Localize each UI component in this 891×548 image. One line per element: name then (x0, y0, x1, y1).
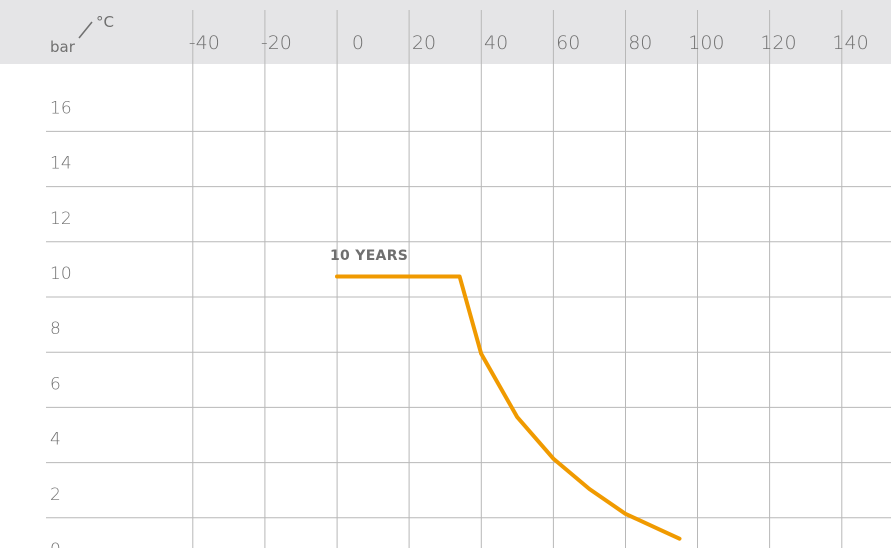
x-tick-label: 60 (556, 32, 580, 54)
y-tick-label: 14 (50, 154, 72, 174)
vertical-gridlines (192, 10, 843, 548)
x-tick-label: 20 (412, 32, 436, 54)
annotation-label: 10 YEARS (330, 248, 408, 264)
unit-divider (78, 21, 93, 39)
y-tick-label: 10 (50, 264, 72, 284)
x-tick-label: -20 (261, 32, 292, 54)
x-tick-label: 100 (688, 32, 724, 54)
x-tick-labels: -40 -20 0 20 40 60 80 100 120 140 (189, 32, 869, 54)
header-band (0, 0, 891, 64)
y-tick-label: 6 (50, 374, 61, 394)
horizontal-gridlines (46, 130, 891, 519)
y-tick-label: 16 (50, 98, 72, 118)
y-tick-label: 0 (50, 540, 61, 548)
y-tick-label: 2 (50, 485, 61, 505)
series-line (335, 274, 682, 541)
x-tick-label: 120 (760, 32, 796, 54)
y-tick-label: 12 (50, 209, 72, 229)
x-tick-label: 0 (352, 32, 364, 54)
y-tick-label: 4 (50, 430, 61, 450)
x-tick-label: 40 (484, 32, 508, 54)
y-tick-labels: 16 14 12 10 8 6 4 2 0 (50, 98, 72, 548)
x-tick-label: -40 (189, 32, 220, 54)
x-tick-label: 140 (832, 32, 868, 54)
y-axis-unit: bar (50, 38, 76, 56)
x-axis-unit: °C (96, 13, 114, 31)
x-tick-label: 80 (628, 32, 652, 54)
y-tick-label: 8 (50, 319, 61, 339)
